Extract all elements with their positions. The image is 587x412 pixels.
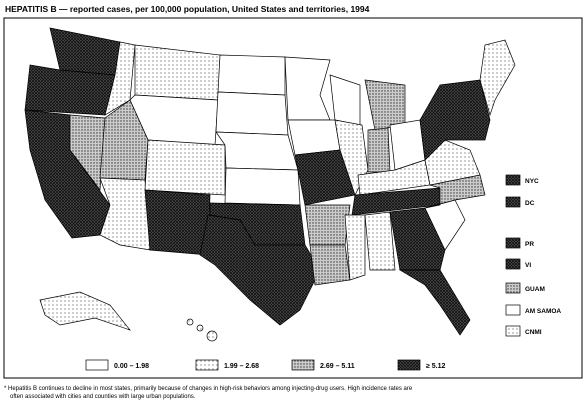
state — [364, 79, 406, 131]
territory-label: CNMI — [525, 329, 542, 336]
legend-swatch — [291, 359, 315, 371]
territory-box — [505, 174, 521, 186]
hawaii — [196, 324, 204, 332]
state — [398, 269, 471, 336]
legend-swatch — [397, 359, 421, 371]
territory-box — [505, 325, 521, 337]
state — [389, 207, 446, 271]
territory-box — [505, 237, 521, 249]
state — [329, 74, 361, 126]
footnote: often associated with cities and countie… — [10, 394, 196, 400]
alaska — [39, 291, 132, 331]
hawaii — [206, 330, 218, 342]
state — [217, 54, 286, 96]
territory-label: AM SAMOA — [525, 308, 561, 315]
legend-label: ≥ 5.12 — [426, 363, 446, 370]
state — [309, 244, 351, 286]
state — [144, 139, 226, 196]
state — [304, 204, 351, 246]
title: HEPATITIS B — reported cases, per 100,00… — [5, 4, 370, 14]
state — [224, 167, 301, 206]
territory-box — [505, 258, 521, 270]
territory-box — [505, 196, 521, 208]
state — [367, 127, 391, 173]
territory-label: PR — [525, 241, 534, 248]
state — [287, 119, 341, 156]
state — [69, 114, 106, 191]
hawaii — [186, 318, 194, 326]
legend-swatch — [85, 359, 109, 371]
territory-labels: NYC DC PR VI GUAM AM SAMOA CNMI — [525, 178, 561, 336]
us-map — [24, 27, 516, 342]
state — [199, 214, 321, 326]
state — [344, 214, 366, 281]
state — [144, 189, 211, 256]
territory-boxes — [505, 174, 521, 337]
state — [99, 177, 151, 251]
territory-box — [505, 304, 521, 316]
map-frame — [3, 17, 583, 379]
state — [479, 39, 516, 117]
footnote: * Hepatitis B continues to decline in mo… — [4, 386, 413, 392]
territory-box — [505, 282, 521, 294]
territory-label: NYC — [525, 178, 539, 185]
legend-label: 1.99 – 2.68 — [224, 363, 259, 370]
legend-label: 0.00 – 1.98 — [114, 363, 149, 370]
territory-label: VI — [525, 262, 531, 269]
territory-label: GUAM — [525, 286, 545, 293]
state — [215, 131, 299, 171]
state — [419, 79, 491, 161]
state — [104, 41, 136, 116]
state — [215, 91, 289, 136]
state — [134, 44, 221, 101]
state — [49, 27, 121, 76]
legend-swatch — [195, 359, 219, 371]
legend: 0.00 – 1.98 1.99 – 2.68 2.69 – 5.11 ≥ 5.… — [85, 359, 446, 371]
state — [284, 56, 331, 121]
territory-label: DC — [525, 200, 535, 207]
state — [364, 211, 396, 271]
legend-label: 2.69 – 5.11 — [320, 363, 355, 370]
